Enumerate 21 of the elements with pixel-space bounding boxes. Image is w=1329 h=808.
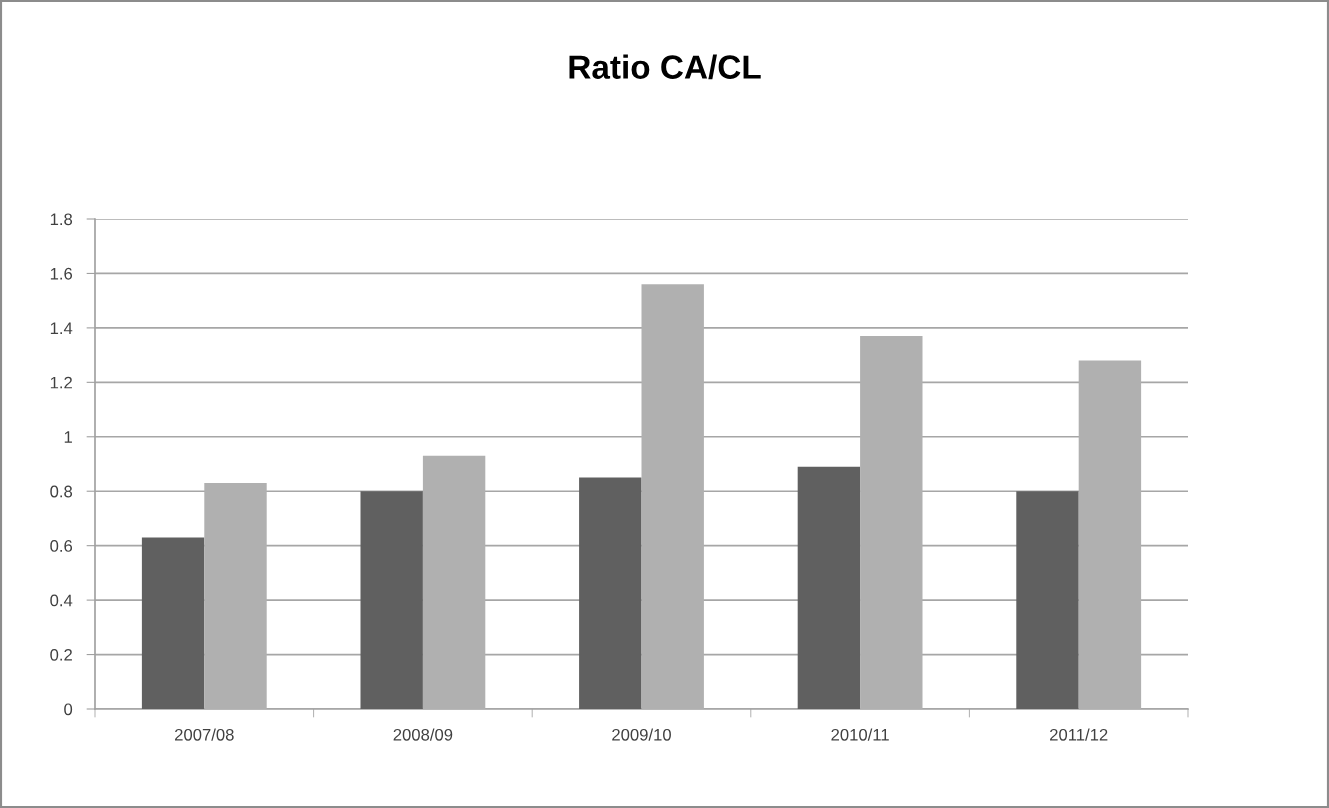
y-tick-label: 0.4 xyxy=(50,594,73,607)
y-tick-label: 0.2 xyxy=(50,648,72,661)
bar xyxy=(360,491,423,709)
bar xyxy=(1016,491,1079,709)
chart-title: Ratio CA/CL xyxy=(569,54,761,80)
y-tick-label: 1.8 xyxy=(50,213,73,226)
y-tick-label: 0.8 xyxy=(50,485,73,498)
y-tick-label: 0 xyxy=(64,703,73,716)
bar xyxy=(797,466,861,709)
x-tick-label: 2007/08 xyxy=(175,728,234,741)
bar xyxy=(141,537,205,709)
y-tick-label: 1.2 xyxy=(50,376,72,389)
y-tick-label: 1 xyxy=(64,431,72,443)
x-tick-label: 2009/10 xyxy=(612,728,671,741)
x-tick-label: 2010/11 xyxy=(831,728,889,741)
y-tick-label: 1.6 xyxy=(50,267,73,280)
x-tick-label: 2008/09 xyxy=(393,728,453,741)
bar xyxy=(579,477,642,709)
y-tick-label: 1.4 xyxy=(50,322,73,334)
y-tick-label: 0.6 xyxy=(50,540,73,552)
x-tick-label: 2011/12 xyxy=(1050,728,1108,741)
